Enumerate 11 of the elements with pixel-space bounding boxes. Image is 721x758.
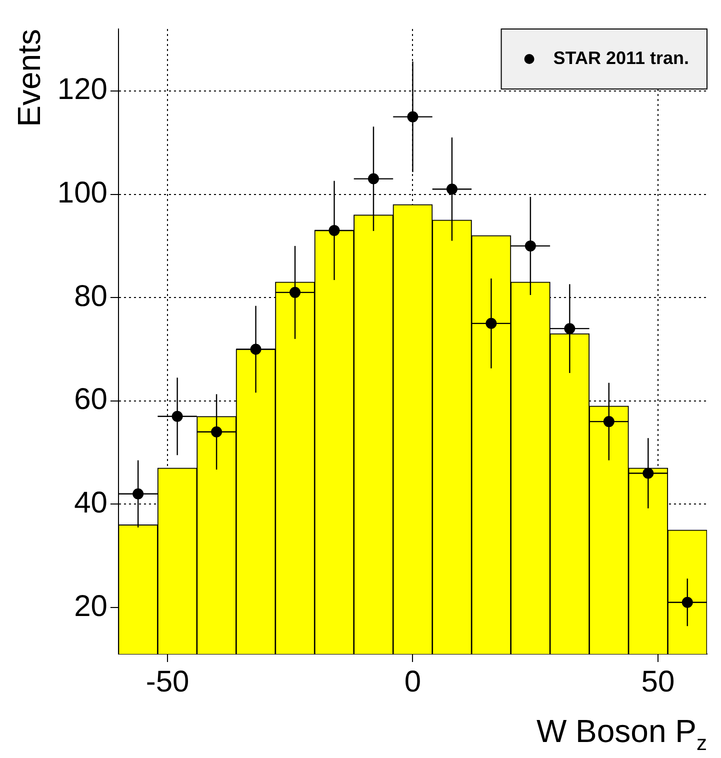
y-axis-title: Events [11, 29, 48, 127]
legend-label: STAR 2011 tran. [553, 48, 690, 68]
y-tick-label: 60 [74, 383, 108, 416]
y-tick-label: 20 [74, 590, 108, 623]
y-tick-label: 100 [57, 176, 108, 210]
y-tick-label: 40 [74, 486, 108, 520]
x-tick-label: -50 [146, 665, 190, 698]
x-tick-label: 50 [641, 665, 675, 698]
y-tick-label: 80 [74, 280, 108, 313]
y-tick-label: 120 [57, 73, 108, 106]
x-tick-label: 0 [404, 665, 422, 698]
